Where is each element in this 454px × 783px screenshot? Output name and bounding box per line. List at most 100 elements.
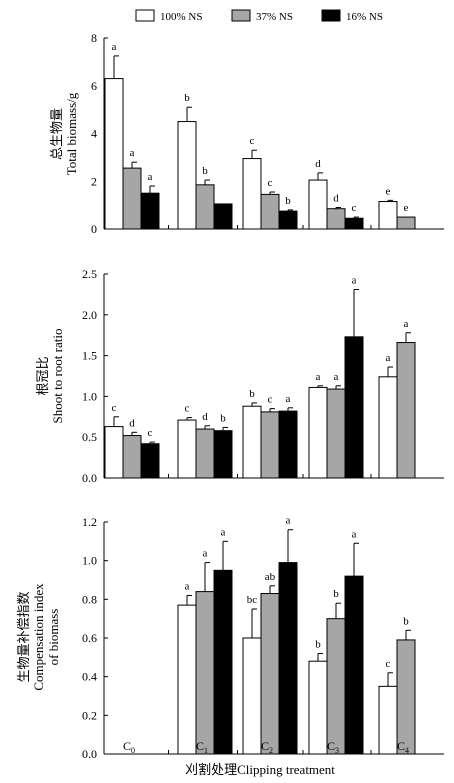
bar <box>260 193 280 230</box>
x-axis-title: 刈割处理Clipping treatment <box>185 762 335 777</box>
bar <box>260 411 280 479</box>
legend-label: 100% NS <box>160 11 202 23</box>
panel-3-ylabel-cn: 生物量补偿指数 <box>16 591 31 682</box>
shoot-root-ratio-panel: 根冠比 Shoot to root ratio 0.0 0.5 1.0 1.5 2.0 2… <box>35 267 444 485</box>
significance-label: e <box>386 185 391 197</box>
bar <box>344 575 364 755</box>
y-tick-label: 6 <box>91 79 97 93</box>
panel-2-ylabel-cn: 根冠比 <box>35 356 50 395</box>
x-category-label: C0 <box>123 739 135 755</box>
significance-label: b <box>315 638 321 650</box>
significance-label: b <box>333 588 339 600</box>
significance-label: b <box>285 195 291 207</box>
bar <box>195 428 215 479</box>
bar <box>177 121 197 230</box>
y-tick-label: 2.0 <box>82 308 97 322</box>
bar <box>278 210 298 230</box>
bar <box>213 569 233 755</box>
bar <box>177 419 197 479</box>
panel-3-ylabel-en1: Compensation index <box>31 583 46 691</box>
bar <box>242 158 262 230</box>
bar <box>378 201 398 230</box>
panel-2-ylabel-en: Shoot to root ratio <box>50 329 65 424</box>
x-category-label: C4 <box>397 739 409 755</box>
bar <box>242 405 262 479</box>
significance-label: b <box>184 92 190 104</box>
significance-label: c <box>268 394 273 406</box>
bar <box>213 430 233 479</box>
y-tick-label: 1.2 <box>82 515 97 529</box>
significance-label: b <box>403 615 409 627</box>
bar <box>177 604 197 755</box>
significance-label: a <box>286 515 291 527</box>
bar <box>326 388 346 479</box>
bar <box>140 443 160 479</box>
significance-label: d <box>202 411 208 423</box>
compensation-index-panel: 生物量补偿指数 Compensation index of biomass 0.… <box>16 515 444 761</box>
x-category-label: C2 <box>261 739 273 755</box>
significance-label: a <box>130 147 135 159</box>
bar <box>140 192 160 230</box>
bar <box>308 660 328 755</box>
y-tick-label: 4 <box>91 127 97 141</box>
legend-label: 16% NS <box>346 11 383 23</box>
significance-label: a <box>221 526 226 538</box>
legend-swatch <box>135 9 155 22</box>
legend-swatch <box>321 9 341 22</box>
significance-label: b <box>202 165 208 177</box>
legend-swatch <box>231 9 251 22</box>
significance-label: bc <box>247 594 258 606</box>
bar <box>260 593 280 755</box>
significance-label: d <box>315 158 321 170</box>
y-tick-label: 0.0 <box>82 747 97 761</box>
bar <box>308 179 328 230</box>
significance-label: a <box>334 371 339 383</box>
y-tick-label: 0.5 <box>82 430 97 444</box>
bar <box>378 376 398 479</box>
bar <box>104 78 124 230</box>
significance-label: ab <box>265 571 276 583</box>
panel-1-ylabel-cn: 总生物量 <box>49 108 64 160</box>
y-tick-label: 2.5 <box>82 267 97 281</box>
bar <box>396 342 416 479</box>
significance-label: a <box>316 371 321 383</box>
significance-label: c <box>185 403 190 415</box>
y-tick-label: 0 <box>91 222 97 236</box>
significance-label: a <box>203 548 208 560</box>
y-tick-label: 8 <box>91 31 97 45</box>
significance-label: c <box>112 402 117 414</box>
bar <box>344 217 364 230</box>
bar <box>122 435 142 479</box>
y-tick-label: 0.8 <box>82 592 97 606</box>
legend: 100% NS 37% NS 16% NS <box>135 9 383 23</box>
y-tick-label: 0.0 <box>82 471 97 485</box>
y-tick-label: 0.4 <box>82 670 97 684</box>
x-category-label: C1 <box>196 739 208 755</box>
bar <box>344 336 364 479</box>
bar <box>242 637 262 755</box>
y-tick-label: 1.0 <box>82 554 97 568</box>
significance-label: c <box>268 177 273 189</box>
bar <box>396 639 416 755</box>
bar <box>122 167 142 230</box>
bar <box>396 216 416 230</box>
bar <box>278 410 298 479</box>
bar <box>104 426 124 479</box>
significance-label: a <box>404 318 409 330</box>
significance-label: c <box>250 135 255 147</box>
significance-label: e <box>404 202 409 214</box>
significance-label: a <box>185 580 190 592</box>
bar <box>278 562 298 755</box>
significance-label: a <box>286 393 291 405</box>
significance-label: a <box>386 352 391 364</box>
bar <box>378 685 398 755</box>
legend-label: 37% NS <box>256 11 293 23</box>
significance-label: a <box>112 41 117 53</box>
y-tick-label: 0.6 <box>82 631 97 645</box>
x-category-label: C3 <box>327 739 339 755</box>
x-category-labels: C0 C1 C2 C3 C4 <box>123 739 409 755</box>
bar <box>326 208 346 230</box>
bar <box>195 184 215 230</box>
